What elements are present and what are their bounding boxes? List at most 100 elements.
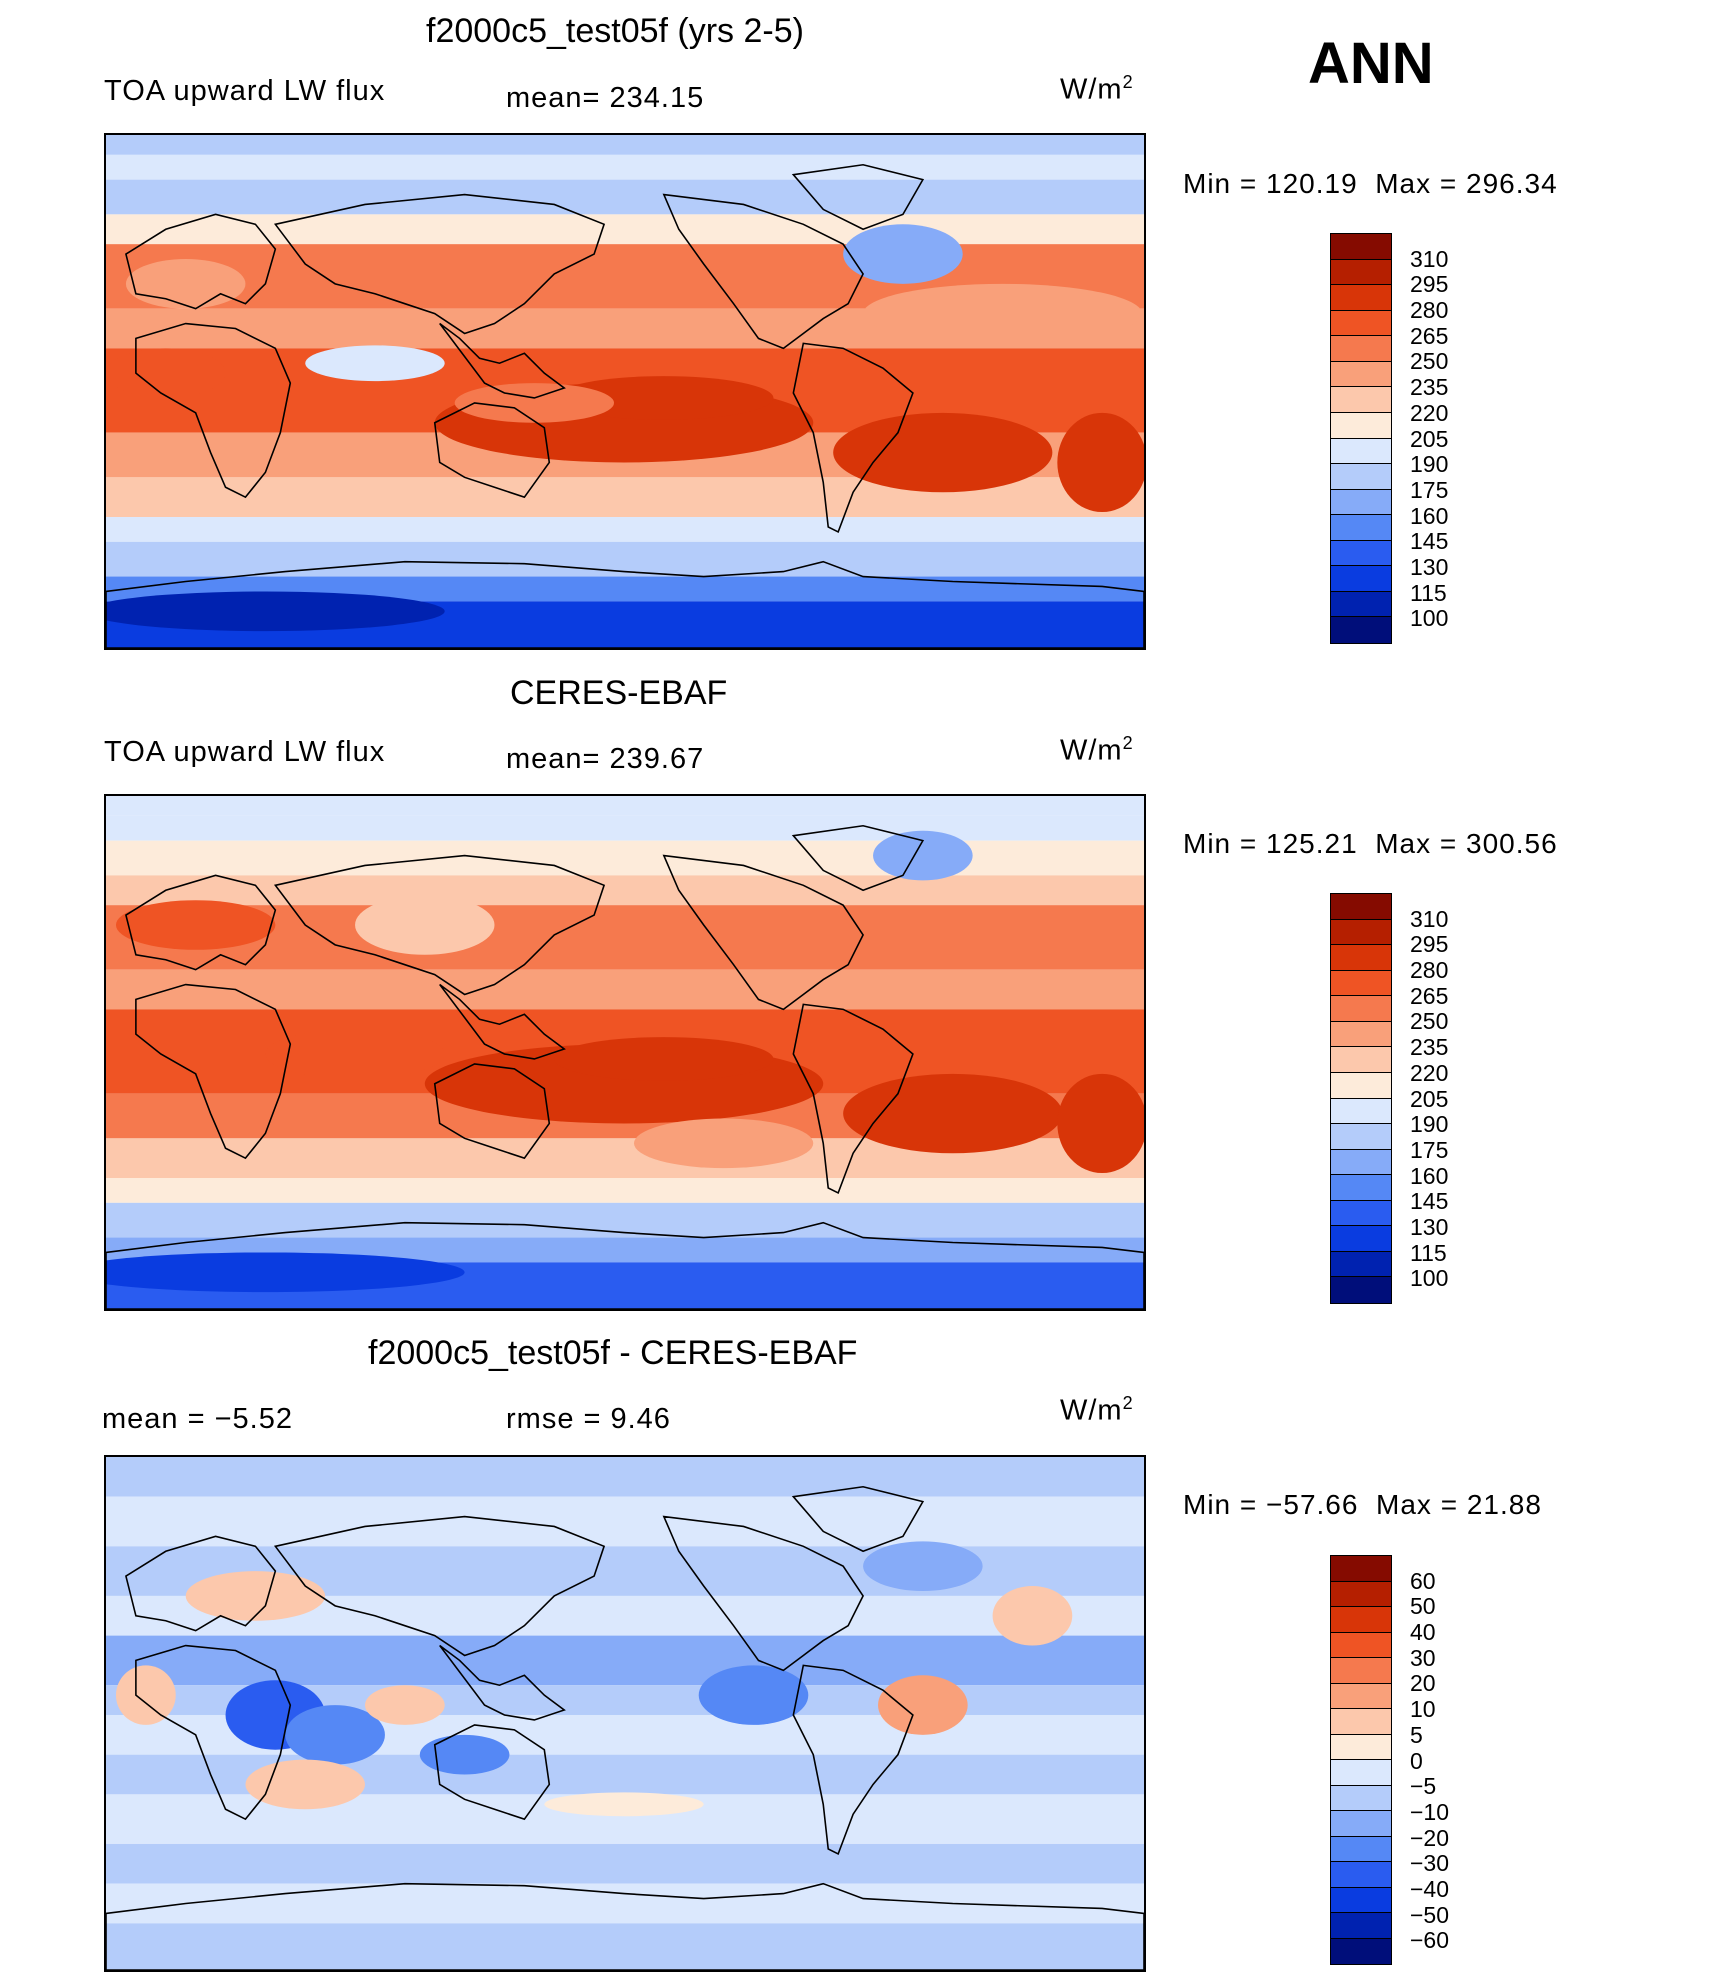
- coastline: [791, 163, 925, 231]
- colorbar-tick-label: −20: [1410, 1824, 1450, 1851]
- coastline: [433, 1063, 551, 1160]
- colorbar-tick-label: 60: [1410, 1567, 1436, 1594]
- field-band: [106, 179, 1144, 215]
- coastline: [662, 1515, 865, 1672]
- panel-3-map-svg: [106, 1457, 1144, 1970]
- coastline: [662, 854, 865, 1011]
- colorbar-tick-label: −5: [1410, 1773, 1437, 1800]
- panel-2-map-svg: [106, 796, 1144, 1309]
- colorbar-swatch: [1331, 438, 1391, 465]
- colorbar-swatch: [1331, 1760, 1391, 1786]
- field-band: [106, 1635, 1144, 1686]
- colorbar-tick-label: 265: [1410, 322, 1449, 349]
- coastline: [792, 1664, 914, 1856]
- field-band: [106, 905, 1144, 970]
- colorbar-tick-label: 250: [1410, 348, 1449, 375]
- field-blob: [554, 1037, 774, 1081]
- field-blob: [365, 1685, 445, 1725]
- coastline: [792, 342, 914, 534]
- field-band: [106, 1457, 1144, 1497]
- coastline: [662, 193, 865, 350]
- panel-1-mean: mean= 234.15: [506, 82, 705, 114]
- colorbar-tick-label: 50: [1410, 1593, 1436, 1620]
- field-blob: [115, 900, 276, 950]
- field-blob: [843, 224, 963, 284]
- colorbar-swatch: [1331, 412, 1391, 439]
- colorbar-tick-label: −40: [1410, 1875, 1450, 1902]
- colorbar-swatch: [1331, 285, 1391, 311]
- field-band: [106, 1843, 1144, 1884]
- coastline: [273, 854, 606, 996]
- colorbar-tick-label: 310: [1410, 245, 1449, 272]
- panel-3-units: W/m2: [1060, 1393, 1134, 1427]
- panel-1-colorbar: [1330, 233, 1392, 644]
- colorbar-swatch: [1331, 310, 1391, 337]
- panel-1-variable-label: TOA upward LW flux: [104, 75, 386, 107]
- field-blob: [863, 283, 1143, 344]
- colorbar-swatch: [1331, 894, 1391, 920]
- field-band: [106, 969, 1144, 1010]
- colorbar-tick-label: 145: [1410, 1188, 1449, 1215]
- field-band: [106, 1202, 1144, 1238]
- coastline: [135, 1644, 292, 1821]
- panel-3-colorbar: [1330, 1555, 1392, 1965]
- colorbar-swatch: [1331, 945, 1391, 971]
- panel-2-mean: mean= 239.67: [506, 743, 705, 775]
- colorbar-swatch: [1331, 1632, 1391, 1658]
- colorbar-tick-label: 295: [1410, 931, 1449, 958]
- colorbar-tick-label: 220: [1410, 1059, 1449, 1086]
- field-band: [106, 1178, 1144, 1203]
- colorbar-tick-label: 160: [1410, 1162, 1449, 1189]
- field-blob: [833, 412, 1053, 493]
- colorbar-swatch: [1331, 336, 1391, 362]
- colorbar-swatch: [1331, 617, 1391, 643]
- colorbar-swatch: [1331, 361, 1391, 388]
- colorbar-swatch: [1331, 1277, 1391, 1303]
- colorbar-swatch: [1331, 540, 1391, 567]
- field-blob: [125, 259, 246, 309]
- colorbar-tick-label: 115: [1410, 1239, 1447, 1266]
- colorbar-tick-label: 235: [1410, 1034, 1449, 1061]
- coastline: [439, 322, 566, 399]
- coastline: [135, 322, 292, 499]
- coastline: [125, 213, 277, 310]
- panel-2-minmax: Min = 125.21 Max = 300.56: [1183, 828, 1558, 859]
- field-blob: [419, 1734, 510, 1775]
- panel-1-title: f2000c5_test05f (yrs 2-5): [426, 12, 804, 50]
- colorbar-swatch: [1331, 1785, 1391, 1811]
- colorbar-swatch: [1331, 1021, 1391, 1048]
- colorbar-tick-label: 40: [1410, 1619, 1436, 1646]
- colorbar-swatch: [1331, 1251, 1391, 1278]
- colorbar-swatch: [1331, 1862, 1391, 1888]
- panel-1-map-svg: [106, 135, 1144, 648]
- field-blob: [106, 591, 445, 632]
- colorbar-swatch: [1331, 1836, 1391, 1862]
- field-band: [106, 1923, 1144, 1970]
- coastline: [273, 193, 606, 335]
- colorbar-swatch: [1331, 259, 1391, 286]
- colorbar-swatch: [1331, 1607, 1391, 1633]
- field-blob: [633, 1118, 814, 1169]
- colorbar-swatch: [1331, 1734, 1391, 1760]
- colorbar-tick-label: 205: [1410, 425, 1449, 452]
- colorbar-tick-label: 295: [1410, 271, 1449, 298]
- field-blob: [115, 1665, 176, 1725]
- colorbar-tick-label: 20: [1410, 1670, 1436, 1697]
- colorbar-swatch: [1331, 1149, 1391, 1176]
- colorbar-tick-label: 160: [1410, 502, 1449, 529]
- field-blob: [843, 1073, 1063, 1154]
- field-band: [106, 875, 1144, 906]
- field-blob: [544, 1792, 704, 1817]
- colorbar-swatch: [1331, 1887, 1391, 1913]
- colorbar-swatch: [1331, 1658, 1391, 1684]
- colorbar-tick-label: 265: [1410, 982, 1449, 1009]
- field-band: [106, 135, 1144, 155]
- field-band: [106, 214, 1144, 245]
- panel-1-minmax: Min = 120.19 Max = 296.34: [1183, 168, 1558, 199]
- colorbar-swatch: [1331, 970, 1391, 997]
- colorbar-tick-label: 100: [1410, 605, 1449, 632]
- colorbar-tick-label: 205: [1410, 1085, 1449, 1112]
- colorbar-swatch: [1331, 1200, 1391, 1227]
- panel-3-minmax: Min = −57.66 Max = 21.88: [1183, 1489, 1542, 1520]
- field-blob: [106, 1252, 465, 1293]
